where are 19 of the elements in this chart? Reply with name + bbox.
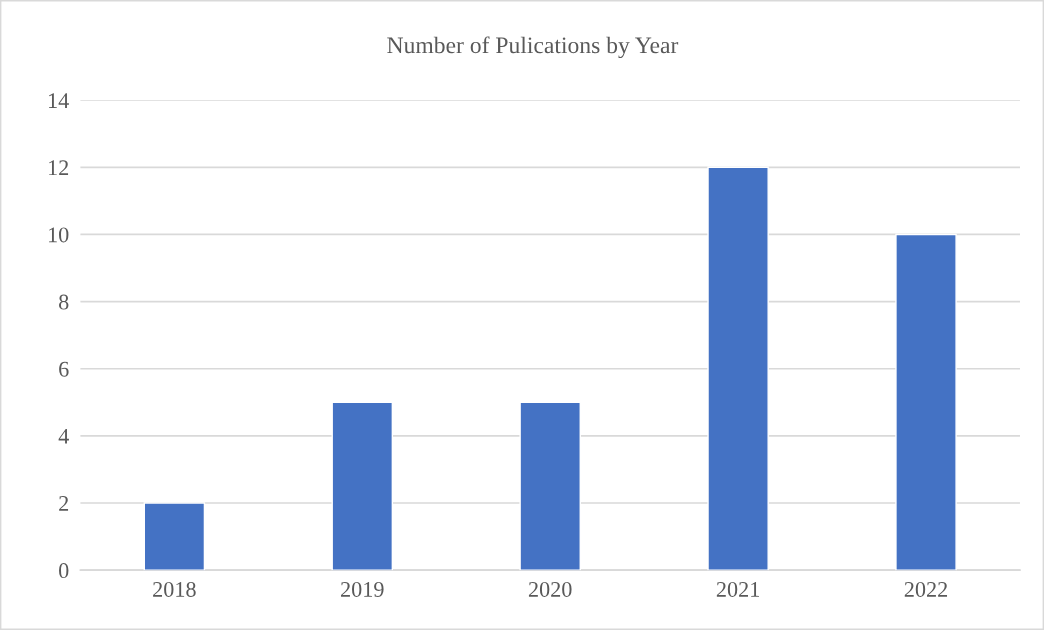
x-tick-label: 2022: [904, 581, 948, 597]
chart-title: Number of Pulications by Year: [387, 36, 679, 59]
y-tick-label: 6: [59, 361, 69, 377]
bar: [331, 401, 394, 571]
y-tick-label: 14: [49, 93, 69, 108]
y-tick-label: 10: [49, 227, 69, 243]
bar: [143, 502, 206, 571]
bar: [707, 166, 769, 571]
y-tick-label: 8: [59, 294, 69, 310]
x-tick-label: 2021: [716, 581, 759, 597]
y-tick-label: 12: [49, 160, 69, 176]
bar: [895, 233, 957, 571]
y-tick-label: 0: [59, 563, 69, 579]
y-tick-label: 4: [58, 428, 69, 444]
x-tick-label: 2019: [341, 581, 384, 597]
x-tick-label: 2020: [528, 581, 572, 597]
x-tick-label: 2018: [153, 581, 196, 597]
y-tick-label: 2: [59, 496, 69, 511]
bar: [519, 401, 581, 571]
